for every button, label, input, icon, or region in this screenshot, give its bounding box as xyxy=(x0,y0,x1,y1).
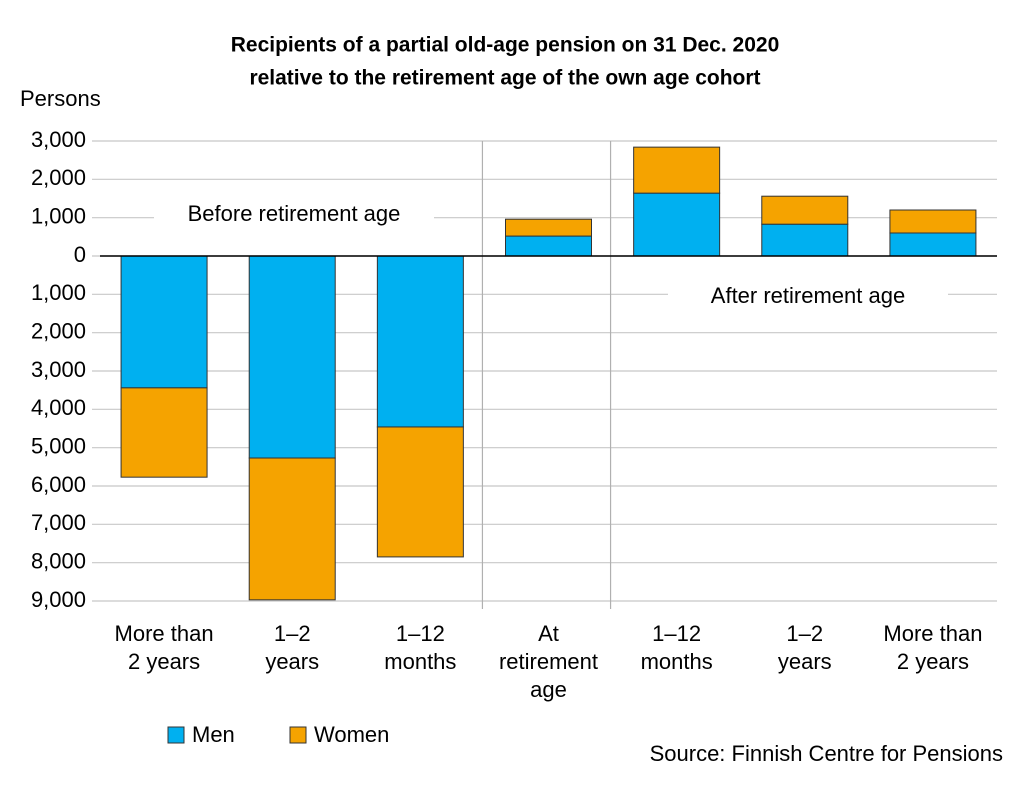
legend-swatch xyxy=(167,726,185,744)
y-axis-label: Persons xyxy=(20,86,101,111)
x-tick-label: 1–12 months xyxy=(641,621,713,674)
x-tick-label: 1–2 years xyxy=(778,621,832,674)
x-tick-label-line: age xyxy=(530,677,567,702)
bar-segment xyxy=(376,426,464,558)
x-tick-label-line: retirement xyxy=(499,649,598,674)
bar-segment xyxy=(505,218,592,237)
x-tick-label-line: More than xyxy=(115,621,214,646)
x-tick-label-line: 1–2 xyxy=(786,621,823,646)
x-tick-label: At retirement age xyxy=(499,621,598,702)
x-tick-label-line: 2 years xyxy=(897,649,969,674)
y-tick-label: 1,000 xyxy=(31,280,86,305)
annotation-bg xyxy=(668,281,948,313)
bar-segment xyxy=(505,235,592,257)
x-tick-label-line: 1–12 xyxy=(396,621,445,646)
x-tick-label-line: months xyxy=(384,649,456,674)
y-tick-label: 2,000 xyxy=(31,318,86,343)
annotation: After retirement age xyxy=(711,283,905,308)
x-tick-label: More than 2 years xyxy=(883,621,982,674)
x-tick-label-line: months xyxy=(641,649,713,674)
bar-segment xyxy=(633,192,721,257)
chart-title: relative to the retirement age of the ow… xyxy=(249,67,760,90)
y-tick-label: 4,000 xyxy=(31,395,86,420)
bar-segment xyxy=(248,255,336,459)
y-tick-label: 6,000 xyxy=(31,472,86,497)
annotation-bg xyxy=(154,199,434,231)
x-tick-label-line: years xyxy=(778,649,832,674)
x-tick-label-line: 2 years xyxy=(128,649,200,674)
x-tick-label: 1–12 months xyxy=(384,621,456,674)
y-tick-label: 7,000 xyxy=(31,510,86,535)
bar-segment xyxy=(633,146,721,194)
bar-segment xyxy=(376,255,464,428)
y-tick-label: 9,000 xyxy=(31,587,86,612)
legend-label: Men xyxy=(192,722,235,747)
x-tick-label-line: 1–2 xyxy=(274,621,311,646)
legend-label: Women xyxy=(314,722,389,747)
chart-title: Recipients of a partial old-age pension … xyxy=(231,34,780,57)
x-tick-label-line: At xyxy=(538,621,559,646)
bar-segment xyxy=(889,232,977,257)
y-tick-label: 0 xyxy=(74,242,86,267)
x-tick-label-line: More than xyxy=(883,621,982,646)
x-tick-label-line: 1–12 xyxy=(652,621,701,646)
bar-segment xyxy=(120,255,208,389)
x-tick-label: 1–2 years xyxy=(265,621,319,674)
legend-swatch xyxy=(289,726,307,744)
x-tick-label: More than 2 years xyxy=(115,621,214,674)
y-tick-label: 8,000 xyxy=(31,548,86,573)
y-tick-label: 3,000 xyxy=(31,127,86,152)
bar-segment xyxy=(761,195,849,225)
source: Source: Finnish Centre for Pensions xyxy=(650,741,1003,766)
annotation: Before retirement age xyxy=(188,201,401,226)
bar-segment xyxy=(120,387,208,478)
y-tick-label: 1,000 xyxy=(31,203,86,228)
x-tick-label-line: years xyxy=(265,649,319,674)
bar-segment xyxy=(889,209,977,234)
bar-segment xyxy=(761,223,849,257)
y-tick-label: 5,000 xyxy=(31,433,86,458)
y-tick-label: 2,000 xyxy=(31,165,86,190)
bar-segment xyxy=(248,457,336,601)
y-tick-label: 3,000 xyxy=(31,357,86,382)
